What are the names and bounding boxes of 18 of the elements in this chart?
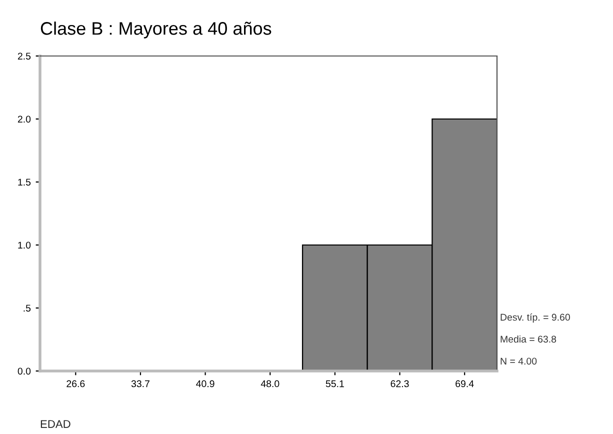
y-tick-label: 0.0 — [18, 368, 31, 375]
x-tick-label: 69.4 — [456, 380, 474, 388]
text: Desv. típ. = 9.60 — [500, 313, 570, 323]
text: N = 4.00 — [500, 358, 537, 365]
y-tick-label: 2.0 — [18, 116, 31, 123]
x-tick-label: 55.1 — [326, 380, 344, 388]
text: Media = 63.8 — [500, 335, 556, 343]
chart-title: Clase B : Mayores a 40 años — [40, 22, 272, 38]
x-axis-title: EDAD — [40, 420, 70, 428]
y-tick-label: 1.5 — [18, 178, 31, 186]
x-tick-label: 48.0 — [260, 380, 280, 388]
x-tick-label: 26.6 — [66, 380, 85, 388]
x-tick-label: 62.3 — [390, 380, 409, 388]
y-tick-label: 1.0 — [18, 242, 31, 249]
y-tick-label: 2.5 — [18, 52, 31, 60]
y-tick-label: .5 — [24, 304, 31, 312]
x-tick-label: 33.7 — [131, 380, 150, 388]
x-tick-label: 40.9 — [196, 380, 214, 388]
